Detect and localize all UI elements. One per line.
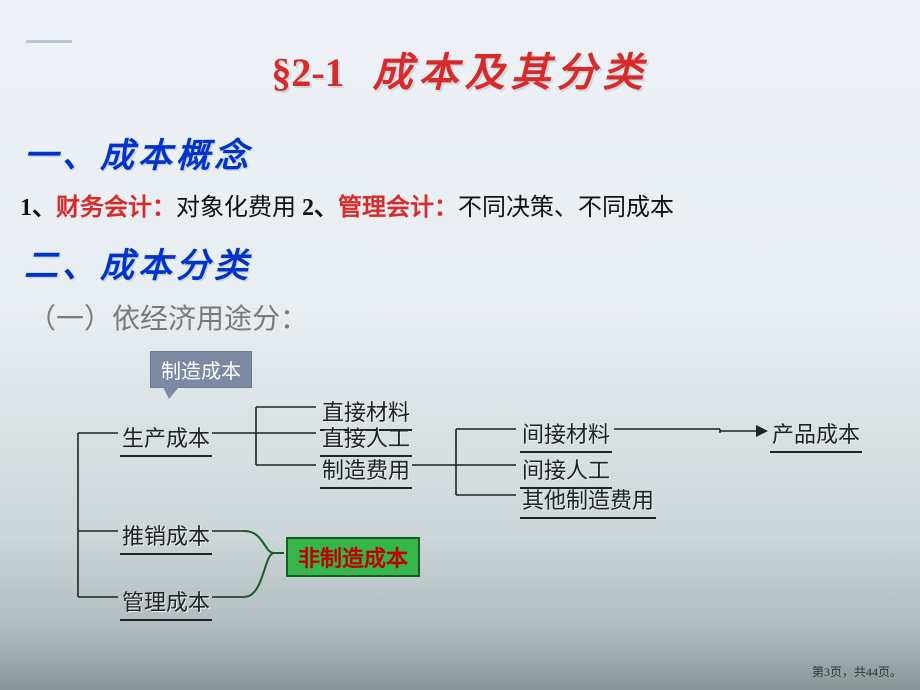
def2-num: 2、 (302, 195, 338, 221)
node-production-cost: 生产成本 (120, 419, 212, 457)
section-number: §2-1 (271, 49, 344, 96)
label-non-manufacturing-cost: 非制造成本 (286, 537, 420, 577)
node-sales-cost: 推销成本 (120, 517, 212, 555)
def1-num: 1、 (20, 195, 56, 221)
callout-manufacturing-cost: 制造成本 (150, 351, 252, 388)
def1-text: 对象化费用 (176, 195, 302, 221)
heading-1b: 二、成本分类 (24, 238, 910, 287)
node-admin-cost: 管理成本 (120, 583, 212, 621)
diagram: 制造成本 生产成本 推销成本 管理成本 直接材料 直接人工 制造费用 间接材料 … (30, 357, 920, 637)
def2-label: 管理会计： (338, 195, 458, 221)
definitions: 1、财务会计：对象化费用 2、管理会计：不同决策、不同成本 (20, 187, 910, 222)
def2-text: 不同决策、不同成本 (458, 195, 674, 221)
node-indirect-material: 间接材料 (520, 415, 612, 453)
subheading-1: （一）依经济用途分： (28, 297, 910, 337)
arrow-to-product-cost (756, 425, 768, 437)
page-footer: 第3页，共44页。 (812, 663, 902, 680)
heading-1a: 一、成本概念 (24, 128, 910, 177)
node-product-cost: 产品成本 (770, 415, 862, 453)
node-other-manufacturing: 其他制造费用 (520, 481, 656, 519)
node-manufacturing-expense: 制造费用 (320, 451, 412, 489)
def1-label: 财务会计： (56, 195, 176, 221)
title-row: §2-1 成本及其分类 (10, 40, 910, 98)
slide: §2-1 成本及其分类 一、成本概念 1、财务会计：对象化费用 2、管理会计：不… (0, 0, 920, 690)
decor-line (26, 40, 72, 43)
page-title: 成本及其分类 (373, 40, 649, 98)
